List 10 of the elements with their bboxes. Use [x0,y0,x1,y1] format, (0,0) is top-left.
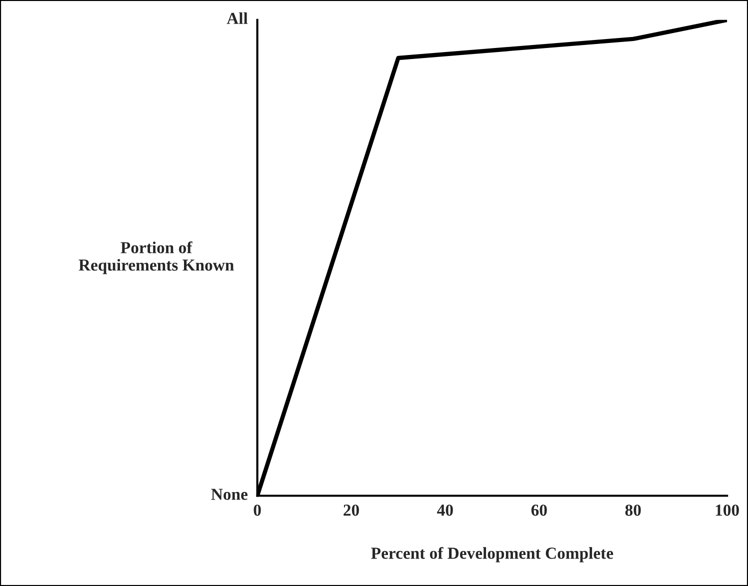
text: All [226,12,248,24]
x-tick-label: 40 [437,504,453,516]
x-tick-label: 20 [344,504,359,516]
text: None [211,488,248,500]
y-axis-title: Portion of Requirements Known [78,241,234,274]
x-axis-title: Percent of Development Complete [371,546,614,562]
x-tick-label: 60 [531,504,547,516]
x-tick-label: 100 [716,504,739,516]
x-tick-label: 0 [254,504,261,516]
x-tick-label: 80 [625,504,641,516]
